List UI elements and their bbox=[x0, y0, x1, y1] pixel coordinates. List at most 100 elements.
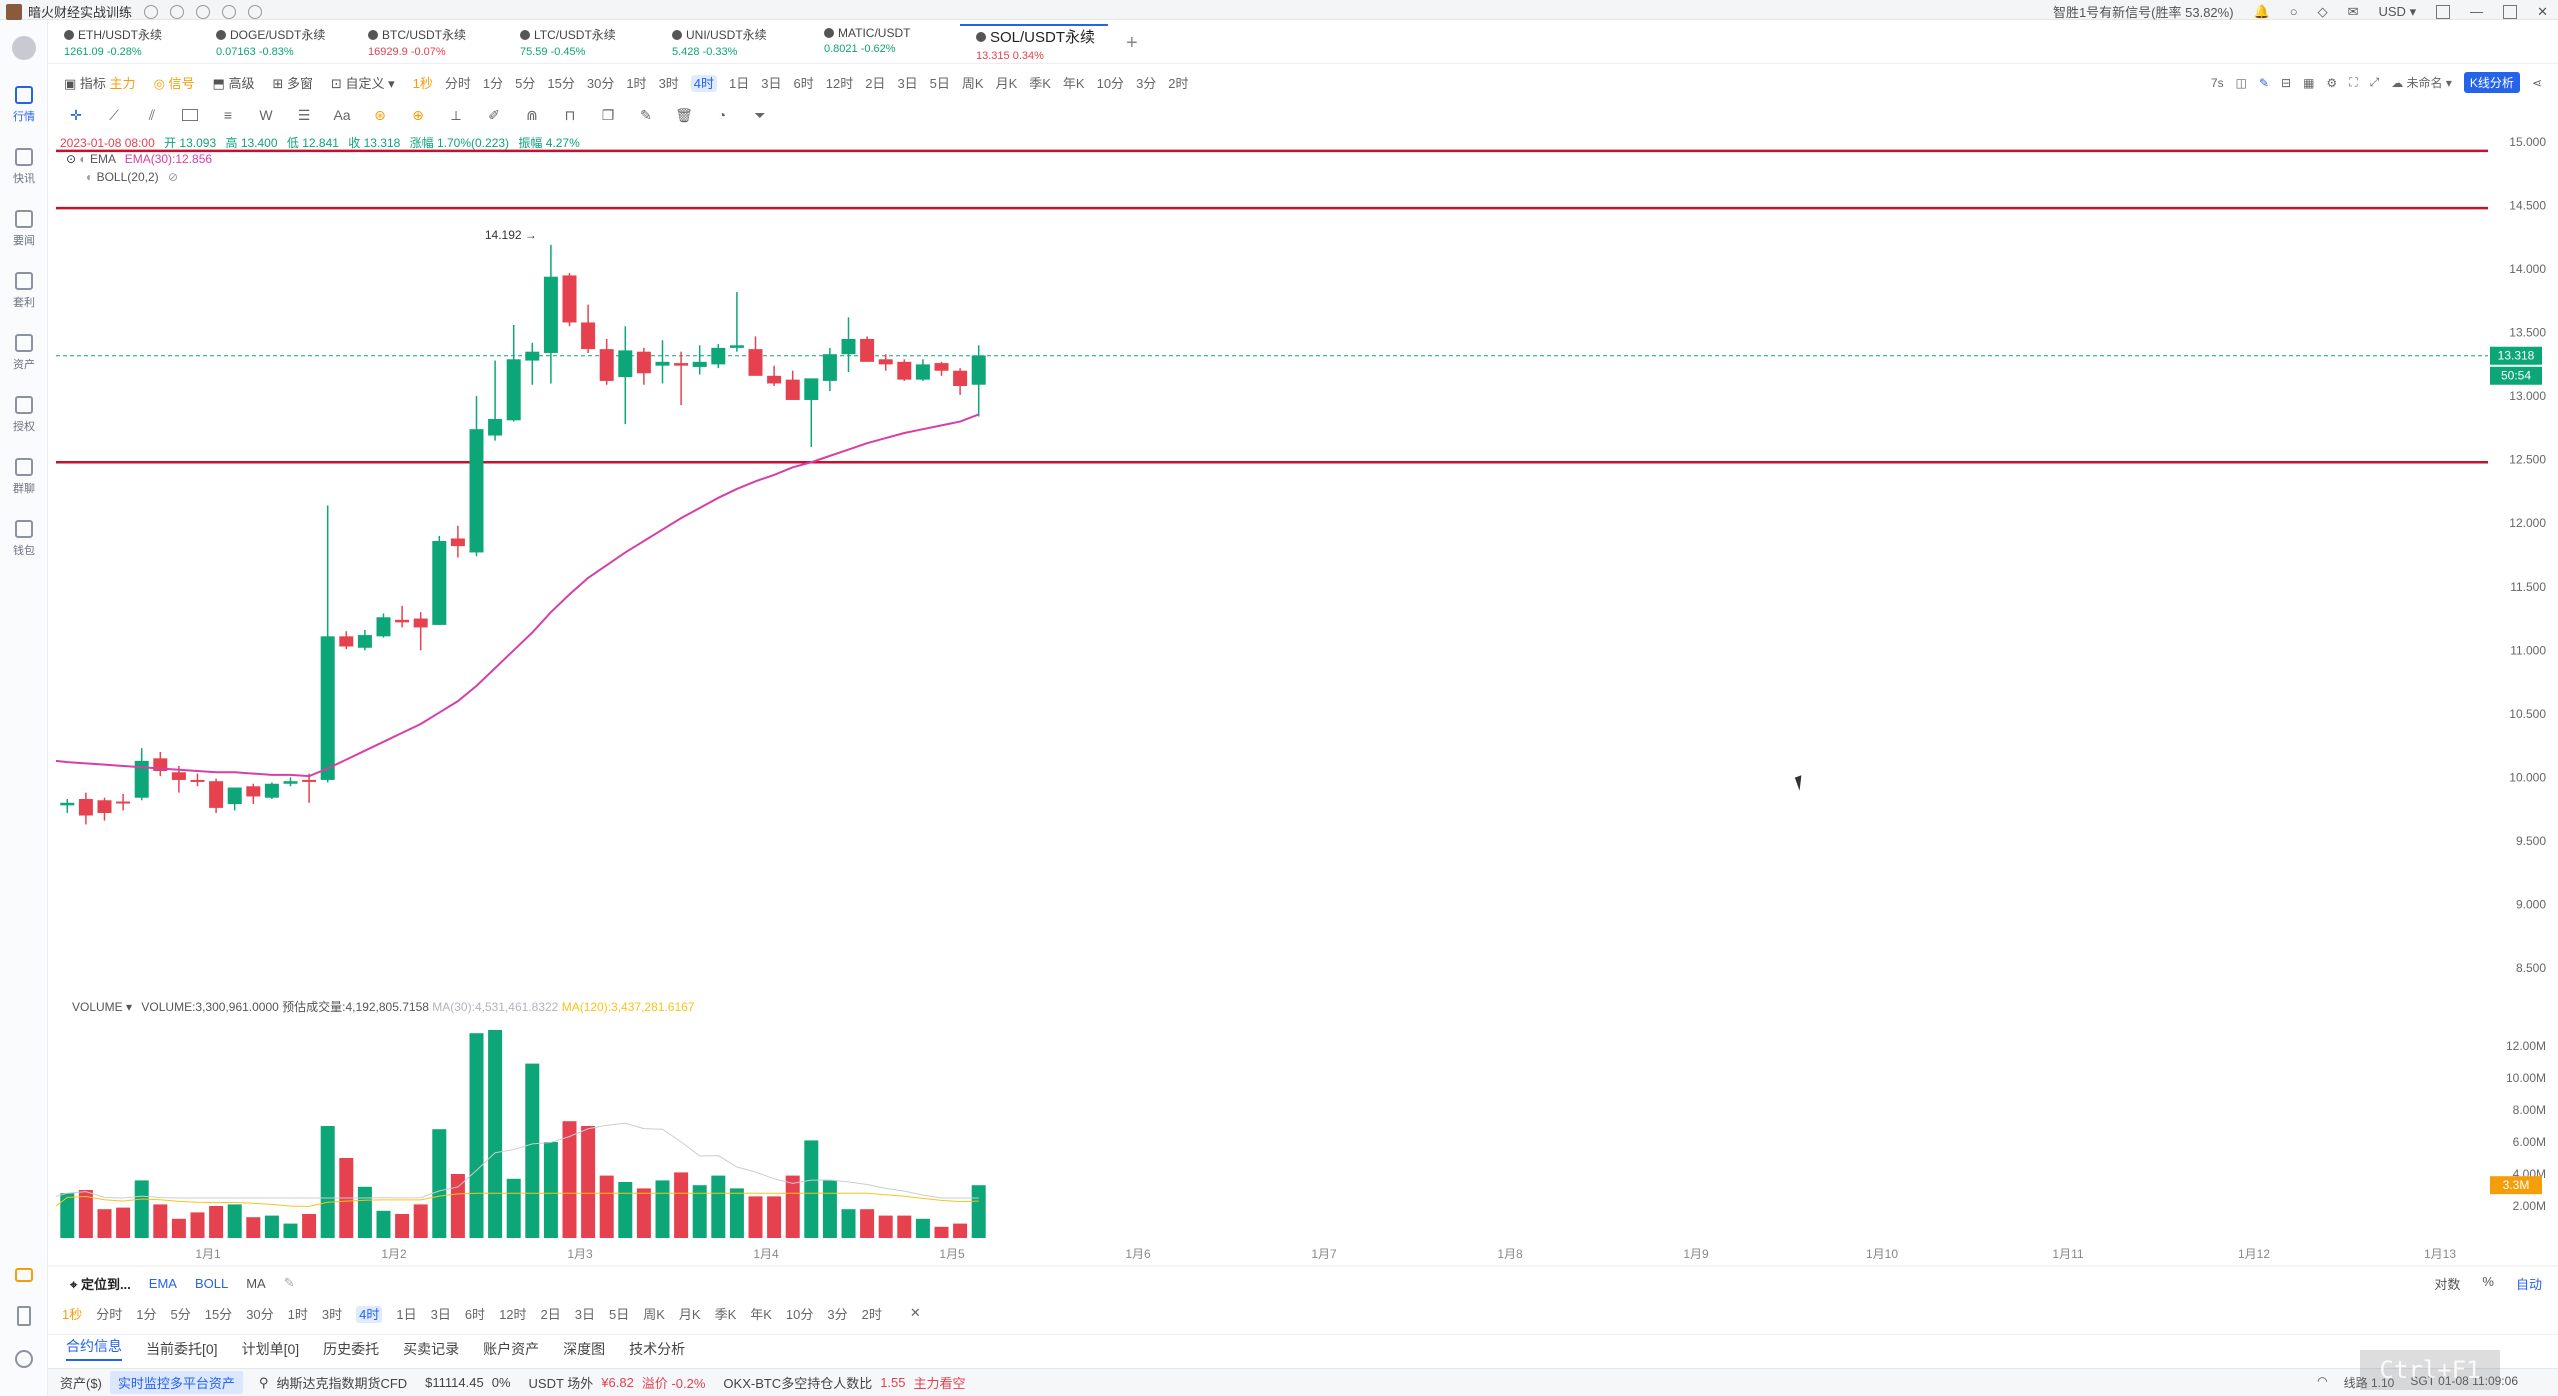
interval-option[interactable]: 30分 bbox=[246, 1306, 274, 1322]
hide-icon[interactable]: ◔ bbox=[717, 107, 727, 123]
sidebar-item-4[interactable]: 资产 bbox=[0, 322, 48, 384]
interval-option[interactable]: 3分 bbox=[827, 1306, 848, 1322]
currency-select[interactable]: USD ▾ bbox=[2378, 3, 2417, 19]
sidebar-item-0[interactable]: 行情 bbox=[0, 74, 48, 136]
interval-option[interactable]: 1日 bbox=[729, 75, 750, 91]
mail-icon[interactable]: ✉ bbox=[2347, 3, 2359, 19]
interval-option[interactable]: 5分 bbox=[170, 1306, 191, 1322]
interval-option[interactable]: 3分 bbox=[1136, 75, 1157, 91]
close-icon[interactable] bbox=[368, 29, 378, 40]
interval-option[interactable]: 2日 bbox=[540, 1306, 561, 1322]
interval-option[interactable]: 1时 bbox=[626, 75, 647, 91]
volume-header[interactable]: VOLUME ▾ VOLUME:3,300,961.0000 预估成交量:4,1… bbox=[72, 1000, 695, 1014]
interval-option[interactable]: 2时 bbox=[1168, 75, 1189, 91]
sidebar-phone-icon[interactable] bbox=[0, 1306, 48, 1326]
auto-scale-button[interactable]: 自动 bbox=[2515, 1276, 2542, 1292]
copy-icon[interactable]: ❐ bbox=[601, 106, 615, 123]
interval-option[interactable]: 分时 bbox=[444, 75, 471, 91]
interval-option[interactable]: 15分 bbox=[547, 75, 575, 91]
brush-icon[interactable]: ✐ bbox=[488, 106, 500, 123]
sidebar-item-3[interactable]: 套利 bbox=[0, 260, 48, 322]
ema-toggle[interactable]: EMA bbox=[148, 1275, 177, 1291]
sidebar-logo[interactable] bbox=[11, 36, 36, 60]
panel-tab[interactable]: 当前委托[0] bbox=[146, 1340, 218, 1357]
boll-legend[interactable]: ◐ BOLL(20,2) ⊘ bbox=[86, 170, 178, 184]
tab-symbol[interactable]: BTC/USDT永续 16929.9 -0.07% bbox=[352, 26, 500, 64]
interval-option[interactable]: 年K bbox=[1062, 75, 1085, 91]
sidebar-support-icon[interactable] bbox=[0, 1268, 48, 1282]
filter-icon[interactable]: ⏷ bbox=[754, 106, 766, 123]
wave-icon[interactable]: W bbox=[259, 107, 273, 123]
interval-option[interactable]: 季K bbox=[714, 1306, 737, 1322]
cloud-save[interactable]: ☁ 未命名 ▾ bbox=[2391, 76, 2452, 90]
trash-icon[interactable]: 🗑 bbox=[675, 106, 693, 123]
interval-option[interactable]: 月K bbox=[995, 75, 1018, 91]
lock-icon[interactable]: ⊓ bbox=[564, 106, 576, 123]
close-icon[interactable] bbox=[976, 31, 986, 42]
panel-tab[interactable]: 计划单[0] bbox=[241, 1340, 300, 1357]
fit-icon[interactable]: ⤢ bbox=[2369, 75, 2380, 89]
close-icon[interactable]: ✕ bbox=[2537, 3, 2548, 19]
interval-option[interactable]: 月K bbox=[678, 1306, 701, 1322]
interval-option[interactable]: 1分 bbox=[136, 1306, 157, 1322]
sidebar-item-1[interactable]: 快讯 bbox=[0, 136, 48, 198]
pin-icon[interactable]: ⚲ bbox=[258, 1374, 269, 1390]
tab-symbol[interactable]: MATIC/USDT 0.8021 -0.62% bbox=[808, 26, 956, 64]
log-scale-button[interactable]: 对数 bbox=[2434, 1276, 2461, 1292]
k-analysis-button[interactable]: K线分析 bbox=[2463, 72, 2520, 93]
percent-scale-button[interactable]: % bbox=[2482, 1273, 2494, 1289]
signal-button[interactable]: ◎ 信号 bbox=[153, 75, 195, 91]
interval-option[interactable]: 3日 bbox=[574, 1306, 595, 1322]
interval-option[interactable]: 2时 bbox=[861, 1306, 882, 1322]
interval-option[interactable]: 6时 bbox=[464, 1306, 486, 1322]
shirt-icon[interactable]: ◇ bbox=[2317, 3, 2328, 19]
tab-symbol[interactable]: DOGE/USDT永续 0.07163 -0.83% bbox=[200, 26, 348, 64]
panel-tab[interactable]: 账户资产 bbox=[483, 1340, 540, 1357]
signal-notice[interactable]: 智胜1号有新信号(胜率 53.82%) bbox=[2052, 5, 2234, 20]
bell-icon[interactable]: 🔔 bbox=[2253, 3, 2270, 19]
sidebar-item-2[interactable]: 要闻 bbox=[0, 198, 48, 260]
fib-icon[interactable]: ≡ bbox=[223, 107, 233, 123]
interval-option[interactable]: 1秒 bbox=[62, 1306, 83, 1322]
interval-option[interactable]: 3日 bbox=[897, 75, 918, 91]
twitter-icon[interactable] bbox=[196, 4, 211, 19]
pattern-icon[interactable]: ⊛ bbox=[374, 106, 386, 123]
panel-tab[interactable]: 历史委托 bbox=[323, 1340, 380, 1357]
interval-option[interactable]: 年K bbox=[750, 1306, 772, 1322]
trendline-icon[interactable]: ⟋ bbox=[109, 106, 119, 123]
interval-option[interactable]: 10分 bbox=[1096, 75, 1125, 91]
edit-icon[interactable]: ✎ bbox=[640, 106, 652, 123]
custom-button[interactable]: ⊡ 自定义 ▾ bbox=[331, 75, 395, 91]
sidebar-item-5[interactable]: 授权 bbox=[0, 384, 48, 446]
interval-option[interactable]: 分时 bbox=[96, 1306, 123, 1322]
close-icon[interactable] bbox=[64, 29, 74, 40]
share-icon[interactable]: ⋖ bbox=[2531, 75, 2542, 90]
interval-option[interactable]: 2日 bbox=[865, 75, 886, 91]
layout-icon[interactable]: ⊟ bbox=[2281, 75, 2292, 90]
interval-option[interactable]: 周K bbox=[643, 1306, 665, 1322]
interval-option[interactable]: 4时 bbox=[356, 1305, 383, 1323]
text-icon[interactable]: Aa bbox=[333, 107, 351, 123]
rectangle-icon[interactable] bbox=[180, 105, 200, 125]
interval-option[interactable]: 3时 bbox=[321, 1306, 343, 1322]
interval-option[interactable]: 季K bbox=[1029, 75, 1051, 91]
panel-tab[interactable]: 技术分析 bbox=[629, 1340, 686, 1357]
maximize-icon[interactable] bbox=[2503, 4, 2518, 19]
interval-option[interactable]: 4时 bbox=[690, 74, 718, 92]
close-icon[interactable] bbox=[824, 28, 834, 38]
panel-tab[interactable]: 深度图 bbox=[563, 1340, 606, 1357]
gann-icon[interactable]: ☰ bbox=[297, 106, 311, 123]
interval-option[interactable]: 3时 bbox=[658, 75, 679, 91]
tab-symbol[interactable]: ETH/USDT永续 1261.09 -0.28% bbox=[48, 26, 196, 64]
parallel-channel-icon[interactable]: ⫽ bbox=[148, 106, 156, 123]
close-icon[interactable] bbox=[216, 29, 226, 40]
settings-icon[interactable]: ⚙ bbox=[2326, 75, 2338, 90]
telegram-icon[interactable] bbox=[222, 4, 237, 19]
interval-option[interactable]: 3日 bbox=[430, 1306, 451, 1322]
minimize-icon[interactable]: — bbox=[2470, 4, 2484, 19]
assets-label[interactable]: 资产($) bbox=[60, 1376, 102, 1391]
grid-icon[interactable]: ▦ bbox=[2303, 75, 2315, 90]
interval-option[interactable]: 5日 bbox=[929, 75, 950, 91]
boll-toggle[interactable]: BOLL bbox=[194, 1275, 229, 1291]
interval-option[interactable]: 30分 bbox=[586, 75, 615, 91]
